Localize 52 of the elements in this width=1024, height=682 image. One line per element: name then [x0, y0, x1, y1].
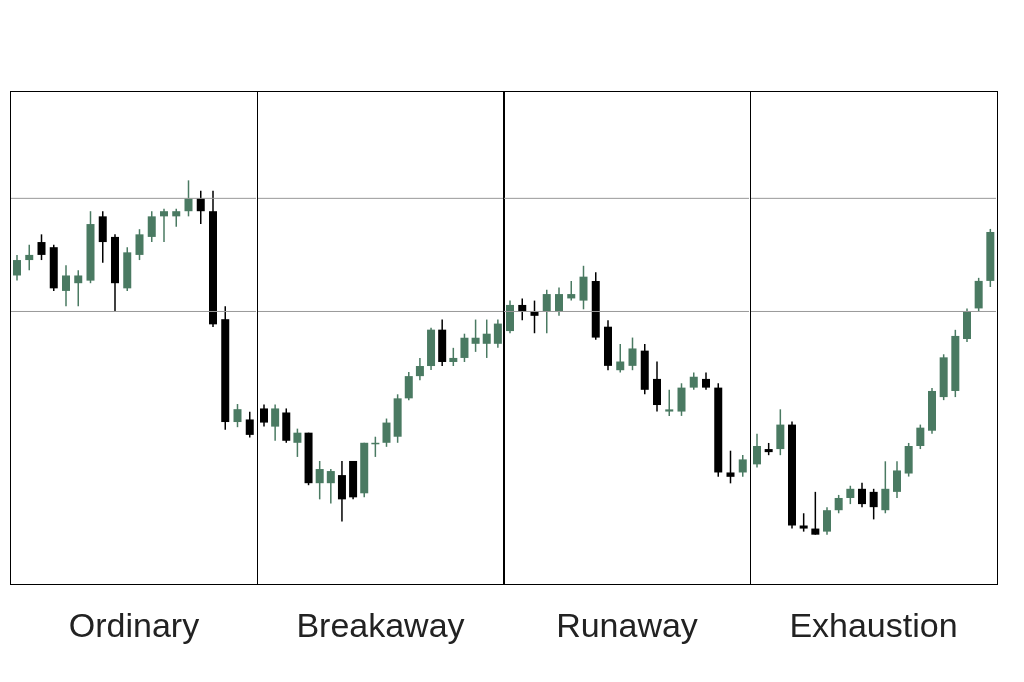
candlestick — [74, 269, 83, 308]
candlestick — [530, 299, 539, 334]
x-axis-title: Breakaway — [295, 605, 466, 645]
candlestick — [25, 243, 34, 272]
candlestick — [738, 454, 747, 478]
candlestick — [616, 343, 625, 374]
candlestick — [160, 207, 168, 243]
candlestick — [665, 389, 674, 417]
candlestick — [196, 189, 205, 225]
candlestick — [233, 403, 242, 428]
candlestick — [326, 468, 335, 505]
candlestick — [869, 488, 878, 521]
candlestick — [799, 512, 808, 533]
candlestick — [542, 288, 551, 334]
candlestick — [677, 382, 686, 417]
candlestick — [880, 460, 889, 515]
candlestick — [752, 433, 761, 469]
candlestick — [567, 280, 576, 302]
candlestick — [628, 336, 637, 371]
candlestick — [415, 357, 424, 381]
candlestick — [459, 332, 468, 363]
x-axis-title: Exhaustion — [788, 605, 959, 645]
candlestick — [892, 460, 901, 499]
candlestick — [382, 417, 390, 448]
candlestick — [810, 491, 819, 536]
candlestick — [259, 403, 268, 428]
candlestick — [518, 297, 527, 321]
candlestick — [13, 254, 21, 282]
candlestick — [845, 485, 854, 505]
candlestick — [579, 265, 588, 311]
candlestick — [37, 233, 46, 261]
candlestick — [270, 403, 279, 442]
candlestick — [315, 460, 324, 501]
candlestick — [62, 264, 70, 308]
candlestick — [726, 449, 735, 485]
candlestick — [184, 179, 193, 218]
candlestick — [135, 228, 144, 261]
candlestick — [834, 494, 843, 515]
candlestick — [245, 411, 254, 439]
candlestick — [915, 423, 924, 450]
candlestick — [147, 210, 156, 243]
candlestick — [493, 318, 502, 349]
x-axis-title: Runaway — [555, 605, 699, 645]
candlestick — [471, 318, 480, 353]
candlestick — [404, 371, 413, 402]
candlestick — [555, 286, 563, 317]
candlestick — [448, 347, 457, 367]
candlestick — [857, 481, 866, 508]
candlestick — [292, 427, 301, 458]
candlestick — [482, 318, 491, 359]
x-axis-title: Ordinary — [67, 605, 201, 645]
candlestick — [822, 506, 831, 536]
